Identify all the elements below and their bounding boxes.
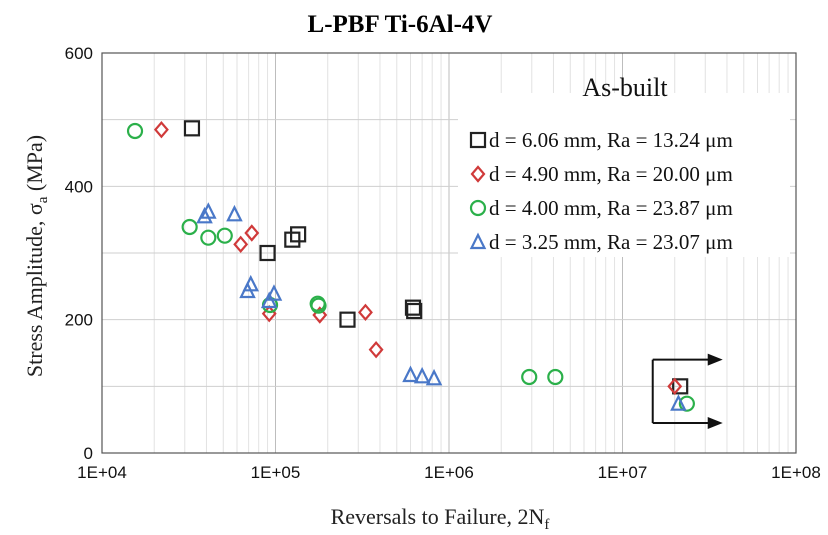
plot-frame	[101, 52, 797, 454]
annotation-box: As-built	[458, 73, 790, 257]
square-data-point	[183, 120, 201, 137]
y-axis-label-unit: (MPa)	[22, 135, 47, 197]
square-data-point	[290, 226, 307, 243]
x-tick-label: 1E+04	[77, 463, 127, 482]
runout-arrow-head	[707, 417, 723, 429]
y-tick-label: 400	[65, 177, 93, 196]
legend: d = 6.06 mm, Ra = 13.24 μm d = 4.90 mm, R…	[469, 128, 733, 254]
triangle-data-point	[265, 284, 283, 301]
diamond-data-point	[368, 340, 384, 359]
legend-marker-circle	[469, 199, 487, 217]
data-points	[126, 120, 695, 412]
legend-marker-square	[469, 131, 487, 149]
circle-data-point	[181, 218, 198, 236]
circle-data-point	[310, 297, 327, 314]
triangle-data-point	[670, 394, 687, 411]
circle-data-point	[216, 227, 233, 244]
square-data-point	[259, 244, 276, 262]
diamond-data-point	[244, 224, 260, 242]
chart-title: L-PBF Ti-6Al-4V	[308, 11, 493, 38]
legend-marker-diamond	[470, 165, 486, 183]
square-data-point	[404, 299, 422, 316]
legend-marker-triangle	[469, 232, 487, 250]
runout-arrow-head	[707, 353, 723, 366]
legend-entry-label: d = 4.00 mm, Ra = 23.87 μm	[489, 196, 733, 220]
square-data-point	[339, 311, 356, 328]
circle-data-point	[678, 395, 695, 412]
circle-data-point	[547, 368, 564, 386]
legend-entry-label: d = 3.25 mm, Ra = 23.07 μm	[489, 230, 733, 254]
x-axis-label-main: Reversals to Failure, 2N	[331, 504, 545, 529]
triangle-data-point	[425, 368, 443, 386]
triangle-data-point	[200, 202, 217, 219]
x-tick-label: 1E+05	[251, 463, 301, 482]
x-axis-label: Reversals to Failure, 2Nf	[331, 504, 550, 533]
y-tick-label: 600	[65, 44, 93, 63]
y-tick-label: 200	[65, 311, 93, 330]
triangle-data-point	[226, 204, 243, 222]
x-tick-label: 1E+06	[424, 463, 474, 482]
legend-entry-label: d = 6.06 mm, Ra = 13.24 μm	[489, 128, 733, 152]
x-tick-label: 1E+07	[598, 463, 648, 482]
diamond-data-point	[358, 303, 373, 322]
as-built-label: As-built	[582, 73, 668, 102]
x-axis-label-subscript: f	[544, 517, 549, 533]
circle-data-point	[521, 368, 538, 386]
runout-arrows	[651, 353, 723, 429]
annotation-background	[458, 93, 790, 257]
diamond-data-point	[233, 235, 249, 254]
y-axis-label-subscript: a	[35, 196, 51, 203]
x-tick-label: 1E+08	[771, 463, 821, 482]
square-data-point	[672, 378, 689, 395]
triangle-data-point	[402, 365, 419, 383]
legend-entry-label: d = 4.90 mm, Ra = 20.00 μm	[489, 162, 733, 186]
y-tick-label: 0	[84, 444, 93, 463]
triangle-data-point	[413, 366, 431, 384]
triangle-data-point	[242, 274, 260, 292]
y-axis-label-main: Stress Amplitude, σ	[22, 203, 47, 377]
square-data-point	[284, 231, 301, 248]
tick-labels: 1E+04 1E+05 1E+06 1E+07 1E+08 0 200 400 600	[65, 44, 821, 482]
circle-data-point	[126, 122, 144, 140]
y-axis-label: Stress Amplitude, σa (MPa)	[22, 135, 51, 377]
diamond-data-point	[153, 120, 169, 139]
triangle-data-point	[196, 206, 213, 224]
circle-data-point	[200, 229, 217, 246]
diamond-data-point	[667, 377, 683, 396]
square-data-point	[406, 302, 423, 320]
